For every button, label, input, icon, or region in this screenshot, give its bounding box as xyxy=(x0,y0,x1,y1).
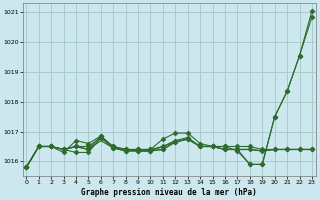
X-axis label: Graphe pression niveau de la mer (hPa): Graphe pression niveau de la mer (hPa) xyxy=(81,188,257,197)
